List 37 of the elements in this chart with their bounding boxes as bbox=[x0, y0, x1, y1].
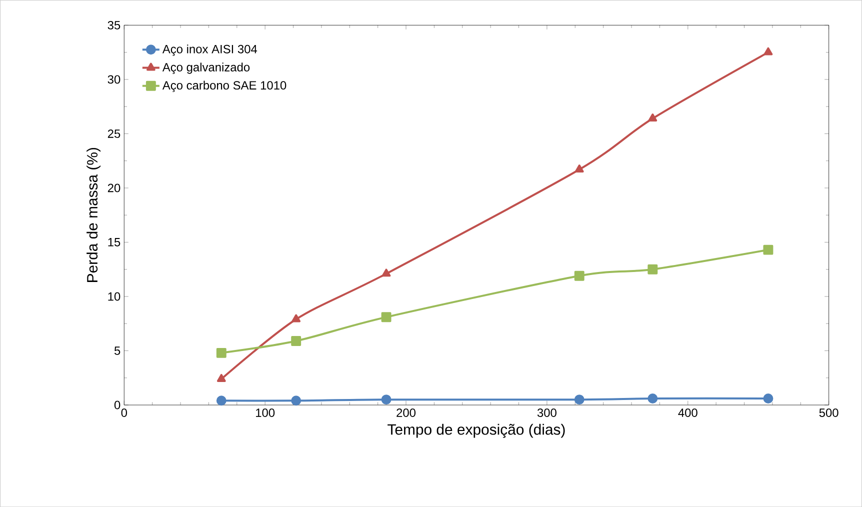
point bbox=[648, 264, 658, 274]
point bbox=[216, 396, 226, 406]
x-tick-label: 500 bbox=[819, 408, 838, 417]
point bbox=[216, 374, 226, 382]
point bbox=[648, 393, 658, 404]
x-tick-label: 400 bbox=[678, 408, 698, 417]
point bbox=[292, 314, 301, 322]
y-tick-label: 30 bbox=[108, 75, 120, 84]
point bbox=[291, 336, 302, 346]
point bbox=[381, 394, 392, 404]
point bbox=[574, 394, 584, 404]
y-tick-label: 5 bbox=[114, 346, 120, 355]
point bbox=[382, 268, 391, 277]
legend-label: Aço carbono SAE 1010 bbox=[162, 80, 286, 92]
legend-label: Aço galvanizado bbox=[162, 62, 250, 74]
x-tick-label: 200 bbox=[396, 408, 416, 417]
point bbox=[764, 47, 773, 56]
point bbox=[291, 396, 302, 406]
x-tick-label: 300 bbox=[537, 408, 556, 417]
y-tick-label: 20 bbox=[108, 184, 120, 192]
legend-label: Aço inox AISI 304 bbox=[162, 44, 258, 56]
x-tick-label: 100 bbox=[256, 408, 275, 417]
y-tick-label: 25 bbox=[108, 129, 120, 138]
y-axis-title: Perda de massa (%) bbox=[86, 148, 100, 282]
point bbox=[216, 348, 226, 358]
x-axis-title: Tempo de exposição (dias) bbox=[388, 424, 565, 438]
point bbox=[763, 393, 774, 404]
y-tick-label: 15 bbox=[108, 238, 120, 246]
point bbox=[574, 270, 584, 281]
y-tick-label: 0 bbox=[114, 400, 120, 410]
point bbox=[574, 164, 584, 172]
x-tick-label: 0 bbox=[121, 408, 128, 417]
point bbox=[381, 312, 392, 322]
point bbox=[648, 113, 658, 122]
y-tick-label: 10 bbox=[108, 292, 120, 301]
point bbox=[763, 244, 774, 255]
y-tick-label: 35 bbox=[108, 20, 120, 30]
